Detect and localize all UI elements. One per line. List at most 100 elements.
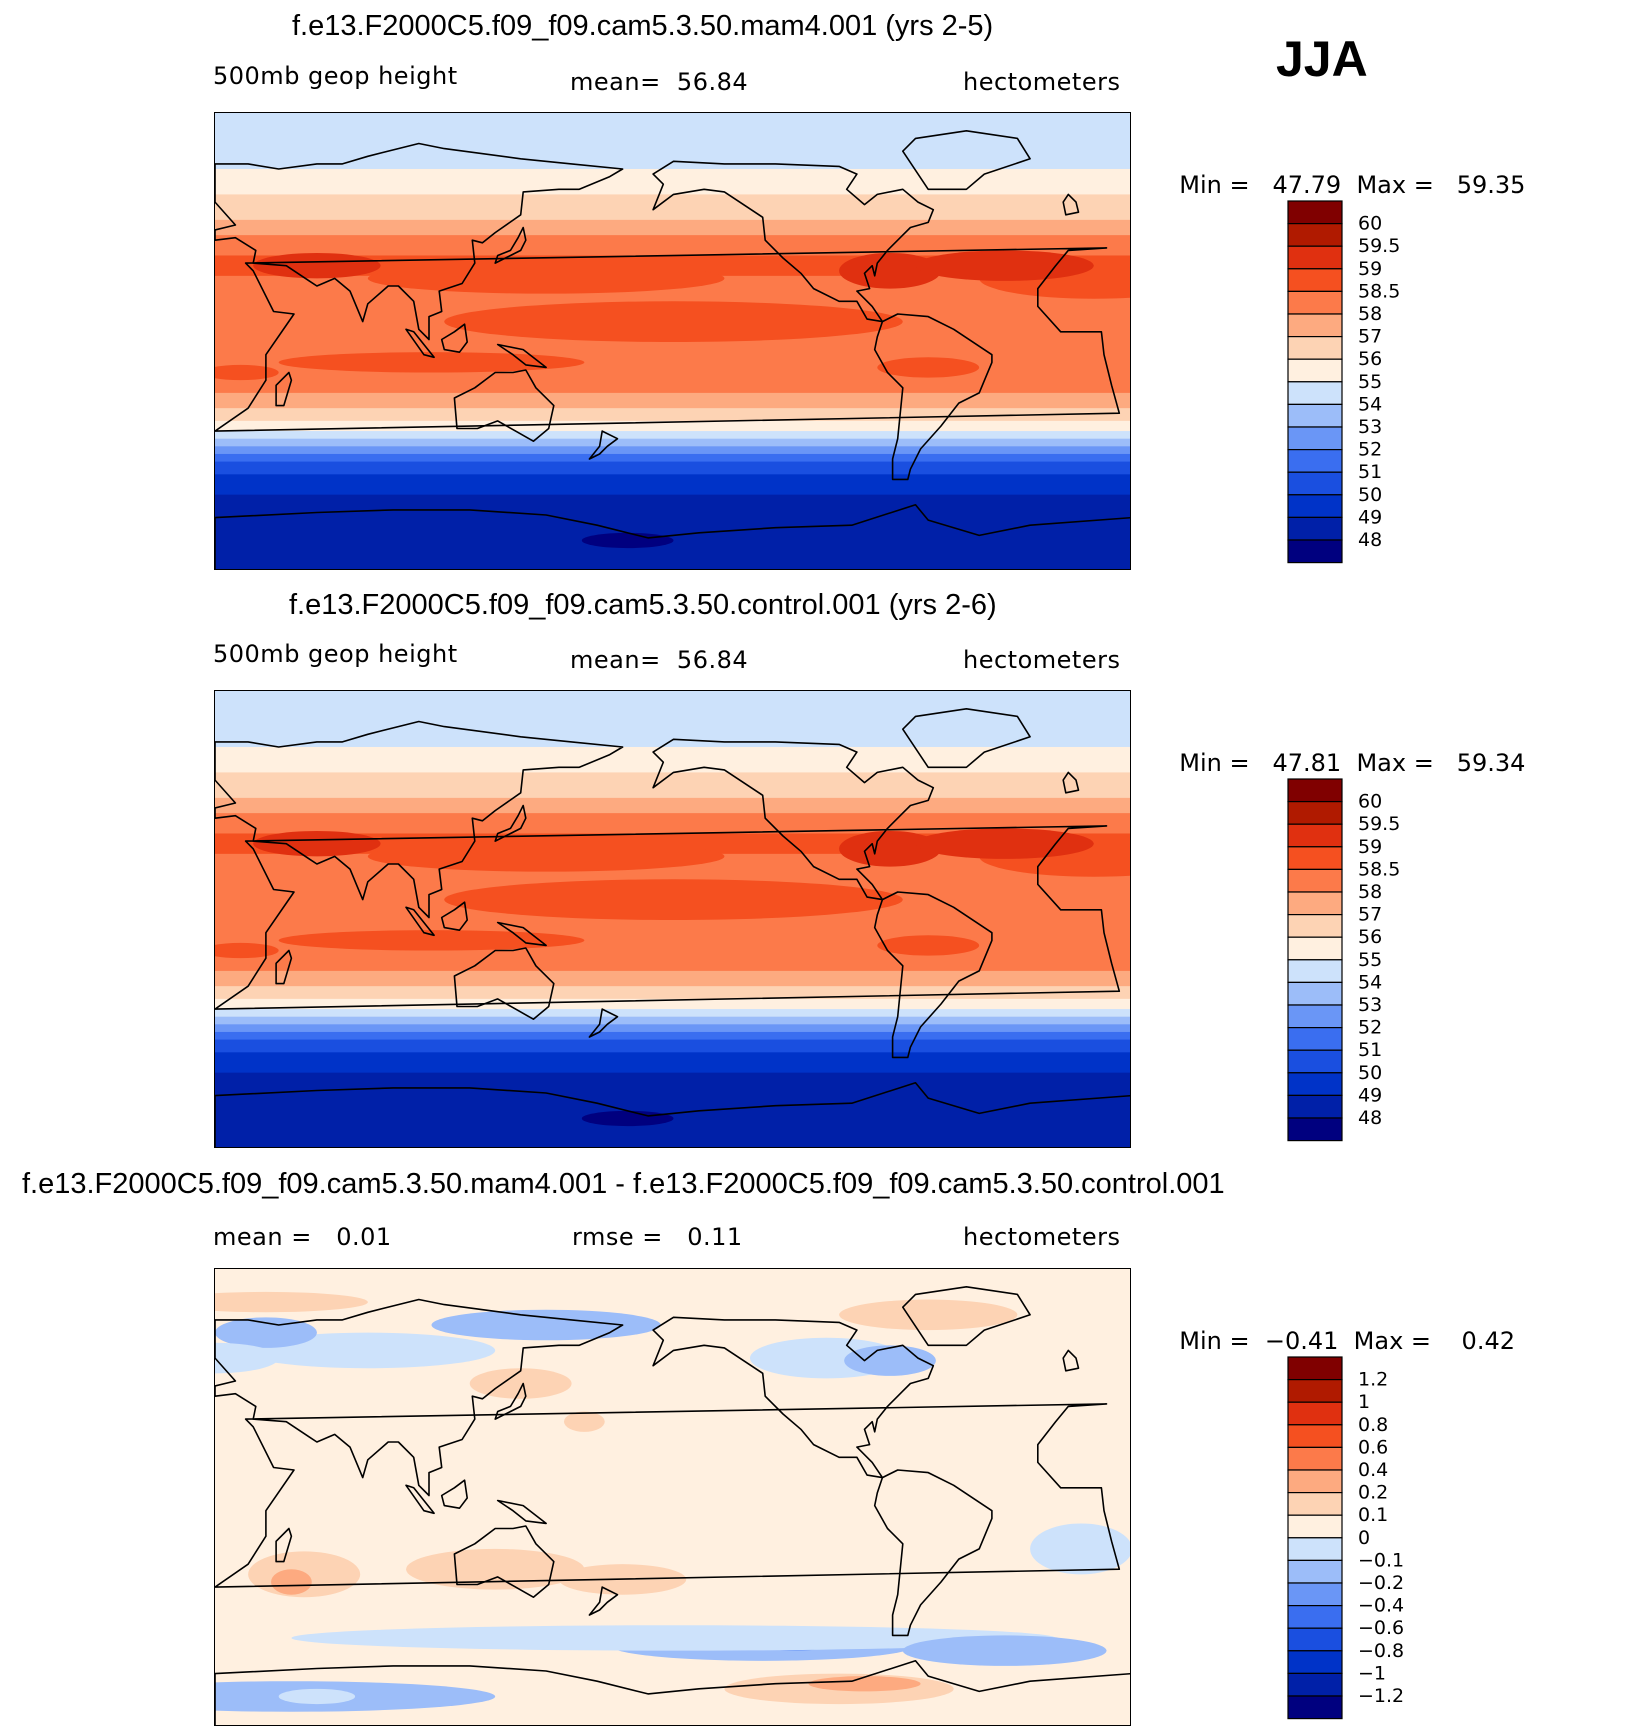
contour-blob bbox=[877, 935, 980, 956]
coastline bbox=[440, 901, 468, 931]
coastline bbox=[901, 1285, 1031, 1347]
contour-blob bbox=[215, 364, 279, 381]
colorbar-box bbox=[1287, 1027, 1343, 1051]
colorbar-box bbox=[1287, 471, 1343, 496]
contour-band bbox=[215, 746, 1130, 773]
colorbar-tick-label: −1.2 bbox=[1358, 1685, 1404, 1707]
coastline bbox=[873, 313, 993, 481]
colorbar-box bbox=[1287, 290, 1343, 315]
coastline bbox=[496, 921, 547, 947]
colorbar-tick-label: 51 bbox=[1358, 461, 1382, 483]
colorbar-tick-label: 0 bbox=[1358, 1527, 1370, 1549]
contour-blob bbox=[581, 532, 674, 549]
coastline bbox=[453, 1525, 555, 1599]
panel2-colorbar: 60 59.5 59 58.5 58 57 56 55 54 53 52 51 50 49 48 bbox=[1287, 778, 1400, 1142]
colorbar-box bbox=[1287, 1650, 1343, 1674]
colorbar-box bbox=[1287, 868, 1343, 893]
panel3-max-label: Max = bbox=[1353, 1327, 1432, 1355]
colorbar-box bbox=[1287, 494, 1343, 518]
panel3-min-label: Min = bbox=[1179, 1327, 1250, 1355]
coastline bbox=[405, 328, 435, 359]
contour-band bbox=[215, 453, 1130, 463]
contour-blob bbox=[215, 942, 279, 959]
colorbar-box bbox=[1287, 516, 1343, 541]
contour-blob bbox=[902, 1635, 1107, 1666]
coastline bbox=[588, 1586, 619, 1616]
contour-blob bbox=[253, 252, 381, 279]
panel3-title: f.e13.F2000C5.f09_f09.cam5.3.50.mam4.001… bbox=[22, 1168, 1225, 1200]
colorbar-box bbox=[1287, 1537, 1343, 1562]
contour-band bbox=[215, 1052, 1130, 1074]
coastline bbox=[453, 369, 555, 443]
colorbar-box bbox=[1287, 1469, 1343, 1494]
contour-band bbox=[215, 1024, 1130, 1033]
contour-blob bbox=[291, 1625, 1056, 1651]
colorbar-tick-label: 57 bbox=[1358, 904, 1382, 926]
coastline bbox=[440, 1479, 468, 1509]
contour-band bbox=[215, 1009, 1130, 1018]
colorbar-box bbox=[1287, 1401, 1343, 1426]
panel3-min-value: −0.41 bbox=[1264, 1327, 1339, 1355]
colorbar-box bbox=[1287, 846, 1343, 871]
colorbar-box bbox=[1287, 1582, 1343, 1607]
coastline bbox=[215, 503, 1130, 569]
colorbar-tick-label: 58.5 bbox=[1358, 280, 1400, 302]
colorbar-tick-label: 56 bbox=[1358, 348, 1382, 370]
contour-blob bbox=[215, 1342, 279, 1374]
colorbar-tick-label: 1 bbox=[1358, 1391, 1370, 1413]
contour-blob bbox=[839, 252, 941, 289]
contour-blob bbox=[444, 879, 903, 920]
colorbar-box bbox=[1287, 891, 1343, 916]
colorbar-tick-label: 50 bbox=[1358, 1062, 1382, 1084]
colorbar-tick-label: 0.6 bbox=[1358, 1436, 1388, 1458]
contour-band bbox=[215, 970, 1130, 987]
colorbar-tick-label: 59.5 bbox=[1358, 235, 1400, 257]
coastline bbox=[275, 949, 293, 985]
contour-band bbox=[215, 194, 1130, 221]
coastline bbox=[215, 1403, 1121, 1588]
colorbar-box bbox=[1287, 1424, 1343, 1449]
coastline bbox=[652, 738, 935, 901]
colorbar-tick-label: 60 bbox=[1358, 213, 1382, 235]
contour-blob bbox=[915, 828, 1094, 859]
panel1-max-value: 59.35 bbox=[1456, 171, 1526, 199]
colorbar-box bbox=[1287, 1049, 1343, 1074]
colorbar-tick-label: 59 bbox=[1358, 258, 1382, 280]
contour-band bbox=[215, 474, 1130, 496]
coastline bbox=[494, 1382, 527, 1420]
colorbar-tick-label: 52 bbox=[1358, 1017, 1382, 1039]
panel2-max-value: 59.34 bbox=[1456, 749, 1526, 777]
colorbar-tick-label: 52 bbox=[1358, 439, 1382, 461]
colorbar-box bbox=[1287, 1117, 1343, 1142]
colorbar-box bbox=[1287, 1004, 1343, 1029]
colorbar-box bbox=[1287, 358, 1343, 383]
panel2-map bbox=[214, 690, 1131, 1148]
colorbar-tick-label: −0.8 bbox=[1358, 1640, 1404, 1662]
panel2-mean: mean= 56.84 bbox=[570, 646, 749, 674]
contour-blob bbox=[215, 1291, 368, 1313]
colorbar-tick-label: 58.5 bbox=[1358, 858, 1400, 880]
contour-blob bbox=[808, 1676, 921, 1692]
colorbar-tick-label: −0.1 bbox=[1358, 1549, 1404, 1571]
colorbar-box bbox=[1287, 336, 1343, 360]
contour-blob bbox=[431, 1309, 661, 1341]
coastline bbox=[215, 247, 1121, 432]
coastline bbox=[405, 906, 435, 937]
colorbar-box bbox=[1287, 403, 1343, 428]
colorbar-box bbox=[1287, 539, 1343, 564]
colorbar-box bbox=[1287, 313, 1343, 338]
contour-band bbox=[215, 1031, 1130, 1041]
panel1-min-value: 47.79 bbox=[1272, 171, 1342, 199]
panel2-variable: 500mb geop height bbox=[213, 640, 458, 668]
panel3-max-value: 0.42 bbox=[1461, 1327, 1515, 1355]
coastline bbox=[405, 1484, 435, 1515]
panel1-min-label: Min = bbox=[1179, 171, 1250, 199]
panel3-map bbox=[214, 1268, 1131, 1726]
panel1-title: f.e13.F2000C5.f09_f09.cam5.3.50.mam4.001… bbox=[292, 10, 994, 42]
coastline bbox=[1062, 193, 1080, 216]
coastline bbox=[275, 371, 293, 407]
colorbar-tick-label: 48 bbox=[1358, 529, 1382, 551]
colorbar-tick-label: 0.4 bbox=[1358, 1459, 1388, 1481]
contour-band bbox=[215, 219, 1130, 236]
panel2-min-value: 47.81 bbox=[1272, 749, 1342, 777]
